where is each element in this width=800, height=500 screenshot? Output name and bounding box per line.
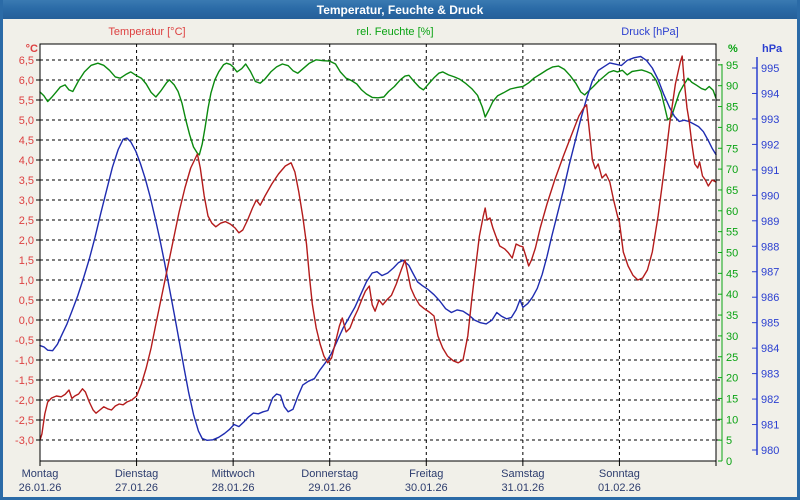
humidity-tick-label: 70 xyxy=(726,164,738,176)
day-name-label: Freitag xyxy=(409,468,443,480)
temp-tick-label: -1,5 xyxy=(15,375,34,387)
humidity-tick-label: 15 xyxy=(726,393,738,405)
temp-tick-label: -1,0 xyxy=(15,355,34,367)
data-series xyxy=(39,55,717,441)
temp-tick-label: -2,5 xyxy=(15,415,34,427)
temp-tick-label: 2,0 xyxy=(19,235,34,247)
pressure-tick-label: 990 xyxy=(761,190,779,202)
temp-tick-label: 0,5 xyxy=(19,295,34,307)
pressure-tick-label: 994 xyxy=(761,88,779,100)
pressure-tick-label: 987 xyxy=(761,267,779,279)
day-date-label: 01.02.26 xyxy=(598,482,641,494)
humidity-tick-label: 25 xyxy=(726,352,738,364)
temp-tick-label: 1,5 xyxy=(19,255,34,267)
temp-tick-label: 5,5 xyxy=(19,95,34,107)
humidity-tick-label: 85 xyxy=(726,102,738,114)
chart-container: Temperatur [°C] rel. Feuchte [%] Druck [… xyxy=(3,19,797,497)
humidity-tick-label: 30 xyxy=(726,331,738,343)
pressure-tick-label: 993 xyxy=(761,114,779,126)
day-name-label: Dienstag xyxy=(115,468,158,480)
temp-tick-label: 5,0 xyxy=(19,115,34,127)
plot-area xyxy=(40,44,716,461)
grid-lines xyxy=(40,44,716,461)
humidity-tick-label: 60 xyxy=(726,206,738,218)
humidity-tick-label: 95 xyxy=(726,60,738,72)
day-name-label: Samstag xyxy=(501,468,544,480)
day-name-label: Donnerstag xyxy=(301,468,358,480)
humidity-tick-label: 0 xyxy=(726,456,732,468)
pressure-tick-label: 992 xyxy=(761,139,779,151)
temp-tick-label: -3,0 xyxy=(15,435,34,447)
humidity-tick-label: 45 xyxy=(726,268,738,280)
day-date-label: 31.01.26 xyxy=(501,482,544,494)
humidity-line xyxy=(39,59,717,156)
humidity-tick-label: 10 xyxy=(726,414,738,426)
day-date-label: 30.01.26 xyxy=(405,482,448,494)
humidity-tick-label: 80 xyxy=(726,122,738,134)
pressure-tick-label: 991 xyxy=(761,165,779,177)
humidity-tick-label: 20 xyxy=(726,373,738,385)
temp-tick-label: -2,0 xyxy=(15,395,34,407)
day-name-label: Sonntag xyxy=(599,468,640,480)
pressure-tick-label: 983 xyxy=(761,369,779,381)
humidity-tick-label: 65 xyxy=(726,185,738,197)
pressure-tick-label: 995 xyxy=(761,63,779,75)
pressure-tick-label: 985 xyxy=(761,318,779,330)
temp-tick-label: 6,0 xyxy=(19,75,34,87)
pressure-tick-label: 982 xyxy=(761,394,779,406)
humidity-axis-title: rel. Feuchte [%] xyxy=(356,26,433,38)
temp-tick-label: 0,0 xyxy=(19,315,34,327)
pressure-tick-label: 986 xyxy=(761,292,779,304)
humidity-tick-label: 90 xyxy=(726,81,738,93)
humidity-tick-label: 40 xyxy=(726,289,738,301)
temp-tick-label: 2,5 xyxy=(19,215,34,227)
temp-tick-label: 6,5 xyxy=(19,55,34,67)
humidity-tick-label: 75 xyxy=(726,143,738,155)
temperature-axis-title: Temperatur [°C] xyxy=(108,26,185,38)
pressure-axis-title: Druck [hPa] xyxy=(621,26,678,38)
temp-tick-label: 4,0 xyxy=(19,155,34,167)
temperature-unit-label: °C xyxy=(26,43,38,55)
day-date-label: 28.01.26 xyxy=(212,482,255,494)
temp-tick-label: 4,5 xyxy=(19,135,34,147)
pressure-tick-label: 984 xyxy=(761,343,779,355)
pressure-tick-label: 981 xyxy=(761,420,779,432)
humidity-tick-label: 55 xyxy=(726,227,738,239)
temp-tick-label: 3,0 xyxy=(19,195,34,207)
pressure-tick-label: 980 xyxy=(761,445,779,457)
day-name-label: Mittwoch xyxy=(211,468,254,480)
day-labels: Montag 26.01.26 Dienstag 27.01.26 Mittwoch 28… xyxy=(19,468,641,494)
day-date-label: 26.01.26 xyxy=(19,482,62,494)
humidity-tick-label: 35 xyxy=(726,310,738,322)
temp-tick-label: 1,0 xyxy=(19,275,34,287)
temp-tick-label: -0,5 xyxy=(15,335,34,347)
day-name-label: Montag xyxy=(22,468,59,480)
humidity-unit-label: % xyxy=(728,43,738,55)
pressure-unit-label: hPa xyxy=(762,43,783,55)
pressure-tick-label: 989 xyxy=(761,216,779,228)
humidity-tick-label: 5 xyxy=(726,435,732,447)
window-title: Temperatur, Feuchte & Druck xyxy=(316,2,484,17)
pressure-tick-label: 988 xyxy=(761,241,779,253)
pressure-line xyxy=(39,55,717,441)
temperature-line xyxy=(39,55,717,441)
window-title-bar: Temperatur, Feuchte & Druck xyxy=(3,0,797,19)
humidity-tick-label: 50 xyxy=(726,248,738,260)
day-date-label: 29.01.26 xyxy=(308,482,351,494)
day-date-label: 27.01.26 xyxy=(115,482,158,494)
plot-border xyxy=(39,43,717,462)
axis-ticks-and-labels: 6,5 6,0 5,5 5,0 4,5 4,0 3,5 3,0 2,5 2,0 1,5 1,0 0,5 0… xyxy=(15,55,779,468)
weather-chart: Temperatur [°C] rel. Feuchte [%] Druck [… xyxy=(15,26,783,494)
temp-tick-label: 3,5 xyxy=(19,175,34,187)
